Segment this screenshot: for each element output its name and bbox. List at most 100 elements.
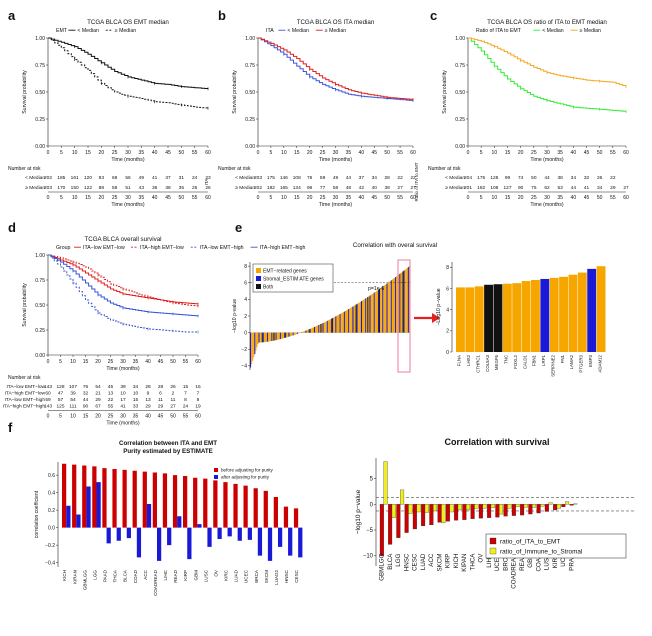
bar-before-purity [82, 465, 87, 528]
panel-letter-c: c [430, 8, 437, 23]
waterfall-bar [257, 332, 259, 345]
risk-row-label-b: < Median [235, 175, 255, 181]
xtick-label-d: 5 [59, 359, 62, 365]
bar-immune-stromal [449, 504, 454, 513]
risk-value-b: 40 [372, 185, 378, 191]
risk-value-a: 170 [57, 185, 65, 191]
legend-swatch-g [489, 547, 497, 555]
g-category-label: COADREAD [511, 553, 518, 589]
f-category-label: OV [213, 569, 218, 577]
panel-title-f-1: Correlation between ITA and EMT [119, 440, 217, 447]
risk-value-c: 53 [557, 185, 563, 191]
zoom-bar [549, 277, 559, 352]
waterfall-bar [274, 332, 276, 341]
waterfall-bar [319, 324, 321, 333]
risk-value-a: 150 [71, 185, 79, 191]
bar-ita-emt [561, 504, 566, 508]
bar-before-purity [102, 468, 107, 528]
ylabel-c: Survival probability [442, 70, 448, 114]
risk-xtick-a: 0 [47, 195, 50, 201]
ylabel-g: −log10 p−value [355, 489, 362, 534]
risk-xtick-a: 55 [192, 195, 198, 201]
ytick-label-b: 1.00 [245, 36, 255, 42]
ylabel-a: Survival probability [22, 70, 28, 114]
g-category-label: KIPAN [461, 554, 468, 572]
bar-before-purity [193, 477, 198, 528]
waterfall-bar [344, 310, 346, 333]
risk-value-b: 44 [346, 175, 352, 181]
xtick-label-a: 10 [72, 150, 78, 156]
risk-xtick-b: 25 [320, 195, 326, 201]
zoom-bar [540, 278, 550, 352]
legend-label-a: EMT [56, 28, 68, 34]
f-category-label: GBMLGG [82, 570, 87, 591]
risk-xtick-d: 60 [195, 414, 201, 420]
legend-box-g [485, 533, 627, 559]
waterfall-bar [285, 332, 287, 338]
waterfall-bar [406, 267, 408, 333]
waterfall-bar [266, 332, 268, 342]
legend-box-e [252, 263, 334, 293]
axis-c [467, 38, 626, 147]
risk-value-d: 67 [95, 404, 101, 410]
waterfall-bar [263, 332, 265, 343]
risk-xtick-a: 30 [125, 195, 131, 201]
risk-value-a: 41 [152, 175, 158, 181]
xtick-label-b: 45 [371, 150, 377, 156]
waterfall-bar [296, 332, 298, 334]
zoom-gene-label: ADAM12 [597, 354, 602, 372]
xtick-label-a: 5 [60, 150, 63, 156]
g-category-label: LUSC [544, 553, 551, 570]
ytick-label-b: 0.75 [245, 63, 255, 69]
bar-before-purity [122, 469, 127, 528]
risk-value-c: 90 [518, 185, 524, 191]
waterfall-bar [401, 272, 403, 333]
bar-before-purity [223, 482, 228, 528]
ytick-label-e-zoom: 4 [446, 307, 449, 313]
f-category-label: COAD [133, 569, 138, 583]
legend-item-a-0: < Median [77, 28, 99, 34]
bar-after-purity [156, 527, 162, 561]
risk-row-label-b: ≥ Median [235, 185, 255, 191]
xtick-label-b: 30 [333, 150, 339, 156]
bar-immune-stromal [507, 504, 512, 509]
waterfall-bar [279, 332, 281, 340]
risk-value-d: 10 [133, 391, 139, 397]
waterfall-bar [304, 330, 306, 333]
waterfall-bar [267, 332, 269, 342]
xtick-label-b: 50 [384, 150, 390, 156]
risk-value-d: 143 [44, 384, 52, 390]
zoom-bar [521, 281, 531, 352]
xtick-label-d: 0 [47, 359, 50, 365]
ytick-label-e: −4 [241, 364, 247, 370]
waterfall-bar [307, 329, 309, 333]
waterfall-bar [330, 319, 332, 333]
waterfall-bar [357, 303, 359, 333]
waterfall-bar [337, 315, 339, 333]
waterfall-bar [341, 312, 343, 333]
xtick-label-a: 40 [152, 150, 158, 156]
bar-before-purity [172, 475, 178, 528]
bar-immune-stromal [490, 504, 495, 509]
xtick-label-b: 20 [307, 150, 313, 156]
risk-value-d: 39 [120, 384, 126, 390]
risk-value-a: 185 [57, 175, 65, 181]
panel-letter-d: d [8, 220, 16, 235]
risk-value-b: 49 [333, 175, 339, 181]
risk-value-d: 15 [195, 384, 201, 390]
bar-ita-emt [495, 504, 500, 518]
waterfall-bar [298, 332, 300, 334]
legend-label-b: ITA [266, 28, 274, 34]
bar-ita-emt [569, 504, 574, 506]
waterfall-bar [350, 307, 352, 333]
risk-value-b: 59 [320, 175, 326, 181]
bar-before-purity [132, 470, 137, 528]
bar-immune-stromal [391, 504, 396, 518]
ylabel-f: correlation coefficient [34, 490, 40, 538]
bar-before-purity [162, 473, 168, 528]
risk-xtick-a: 5 [60, 195, 63, 201]
xtick-label-a: 25 [112, 150, 118, 156]
waterfall-bar [360, 301, 362, 333]
f-category-label: HNSC [284, 569, 289, 583]
risk-value-c: 128 [490, 175, 498, 181]
